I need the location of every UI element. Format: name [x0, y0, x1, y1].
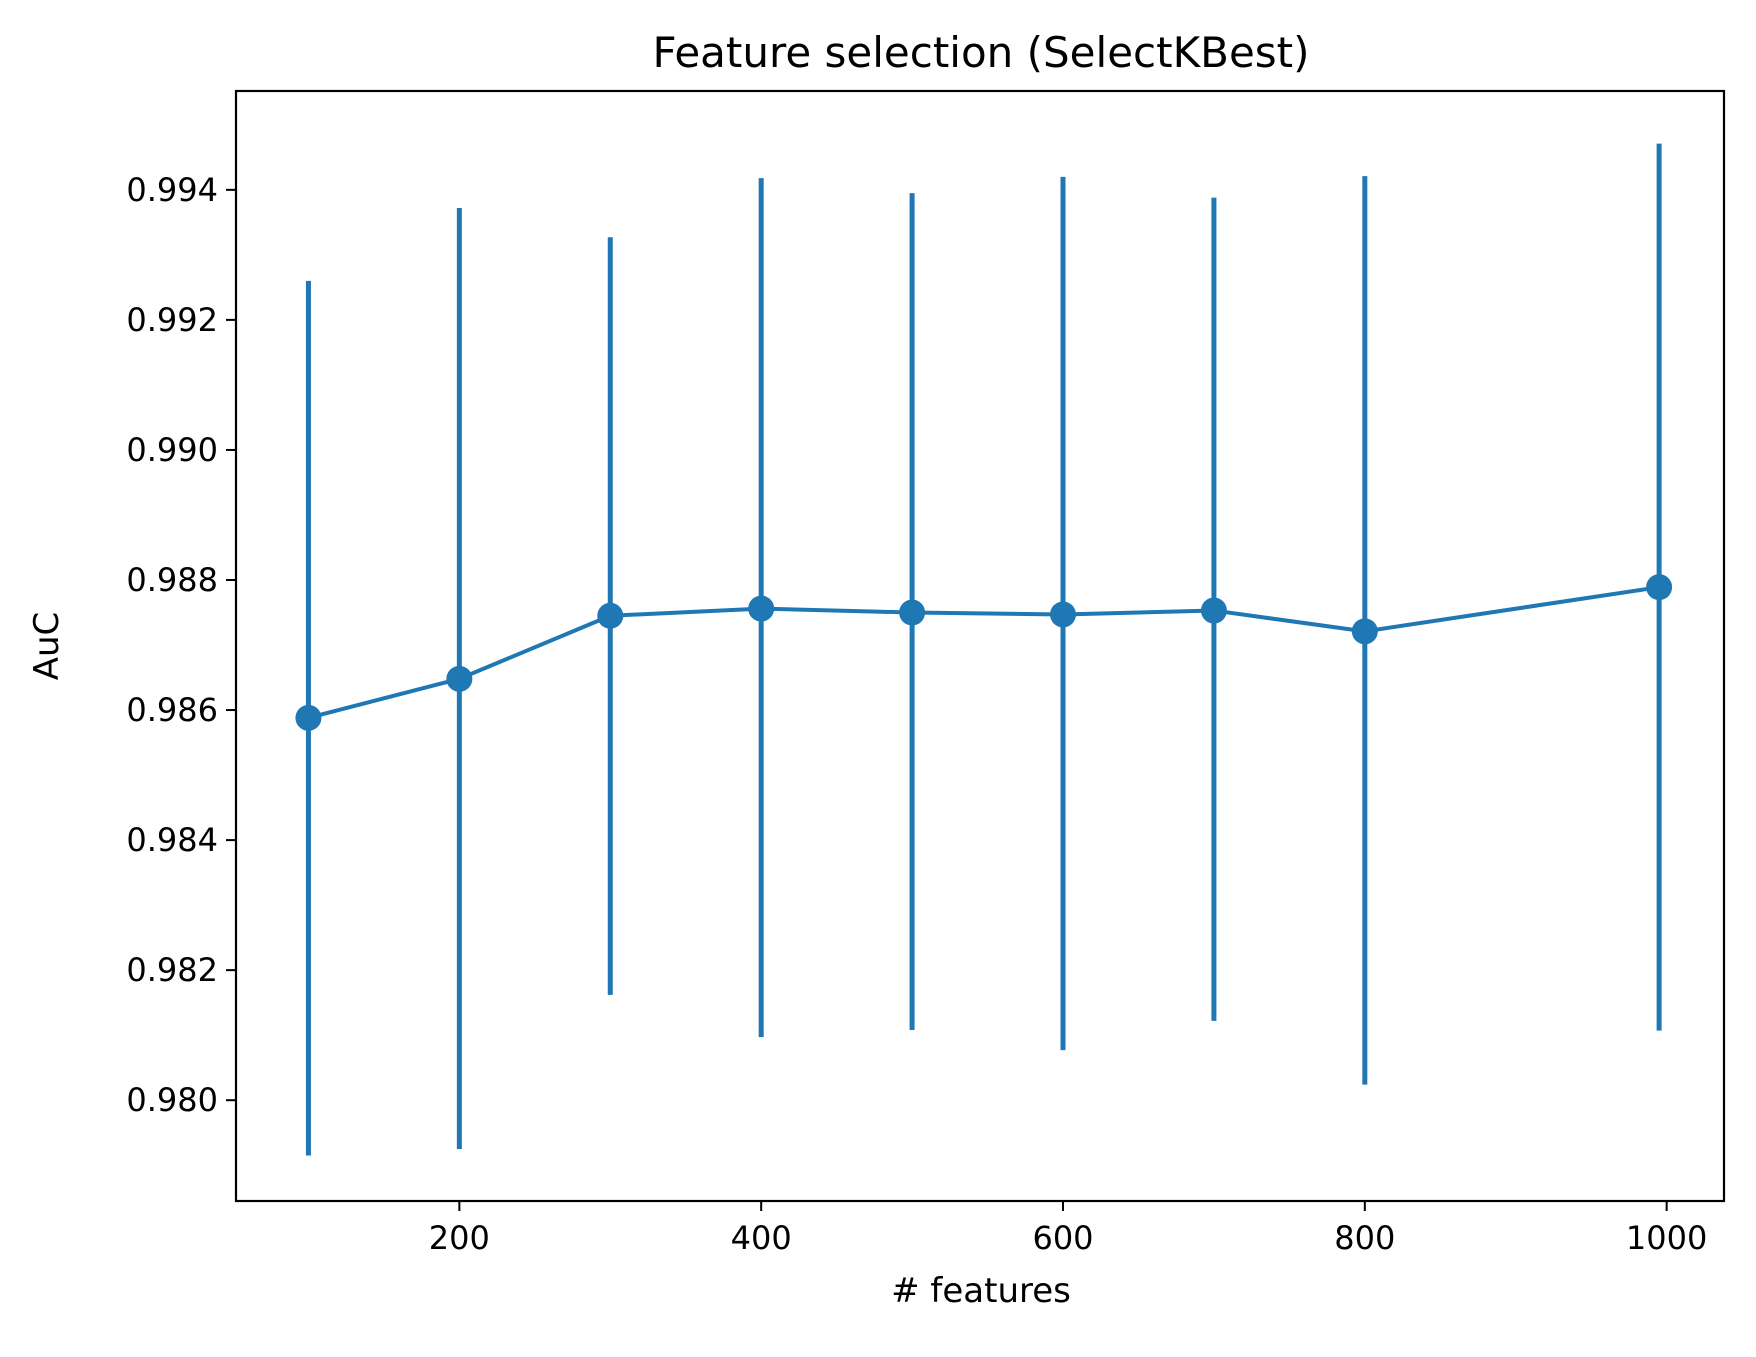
- x-axis-label: # features: [891, 1271, 1071, 1311]
- y-tick-label: 0.986: [126, 691, 218, 729]
- data-point: [597, 602, 624, 629]
- y-tick-label: 0.990: [126, 431, 218, 469]
- y-axis-ticks: 0.980 0.982 0.984 0.986 0.988 0.990 0.992 0.994: [126, 171, 236, 1119]
- x-tick-label: 200: [429, 1219, 490, 1257]
- data-point: [1200, 597, 1227, 624]
- y-axis-label: AuC: [27, 612, 67, 681]
- axes-frame: [234, 89, 1726, 1203]
- x-tick-label: 600: [1032, 1219, 1093, 1257]
- y-tick-label: 0.992: [126, 301, 218, 339]
- y-tick-label: 0.988: [126, 561, 218, 599]
- x-tick-label: 1000: [1626, 1219, 1707, 1257]
- data-point: [899, 599, 926, 626]
- x-tick-label: 400: [731, 1219, 792, 1257]
- x-tick-label: 800: [1334, 1219, 1395, 1257]
- data-point: [1351, 618, 1378, 645]
- y-tick-label: 0.982: [126, 951, 218, 989]
- data-point: [446, 665, 473, 692]
- data-point: [295, 704, 322, 731]
- plot-area: [295, 143, 1673, 1156]
- data-point: [748, 595, 775, 622]
- chart-title: Feature selection (SelectKBest): [652, 28, 1309, 77]
- data-point: [1646, 574, 1673, 601]
- data-point: [1050, 601, 1077, 628]
- y-tick-label: 0.994: [126, 171, 218, 209]
- x-axis-ticks: 200 400 600 800 1000: [429, 1201, 1707, 1257]
- y-tick-label: 0.980: [126, 1081, 218, 1119]
- y-tick-label: 0.984: [126, 821, 218, 859]
